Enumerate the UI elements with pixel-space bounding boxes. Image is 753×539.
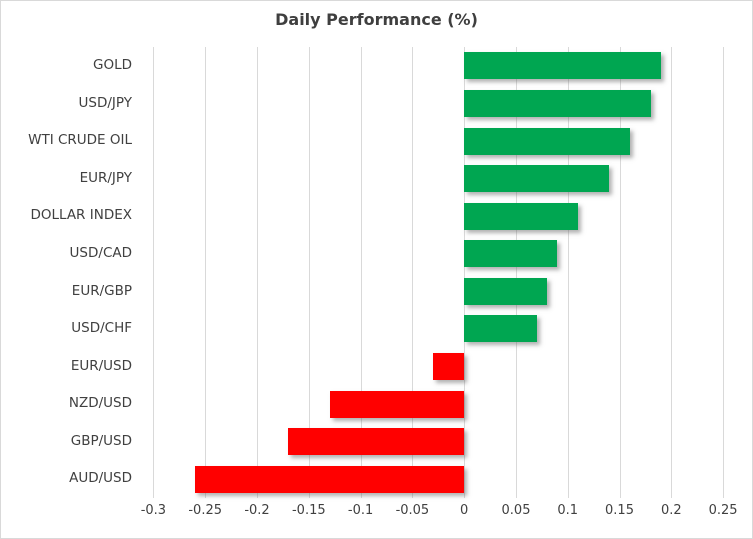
x-tick-label: 0.15 xyxy=(605,503,634,518)
x-tick-label: -0.1 xyxy=(347,503,374,518)
category-label: AUD/USD xyxy=(69,470,132,487)
category-label: USD/JPY xyxy=(78,94,132,111)
bar-eur-gbp xyxy=(464,277,548,305)
x-tick-label: -0.15 xyxy=(291,503,326,518)
bar-usd-jpy xyxy=(464,89,651,117)
bar-nzd-usd xyxy=(329,390,465,418)
category-label: USD/CHF xyxy=(71,320,132,337)
bar-aud-usd xyxy=(194,465,465,493)
x-axis: -0.3 -0.25 -0.2 -0.15 -0.1 -0.05 0 0.05 0.1 0.15 0… xyxy=(141,503,749,523)
bar-gold xyxy=(464,52,661,80)
bar-dollar-index xyxy=(464,202,579,230)
gridline xyxy=(619,47,621,498)
bar-eur-usd xyxy=(433,353,465,380)
bar-eur-jpy xyxy=(464,165,610,192)
gridline xyxy=(671,47,673,498)
gridline xyxy=(205,47,207,498)
x-tick-label: -0.05 xyxy=(395,503,430,518)
gridline xyxy=(412,47,414,498)
x-tick-label: 0.05 xyxy=(501,503,531,518)
chart-title: Daily Performance (%) xyxy=(275,10,478,29)
x-tick-label: -0.2 xyxy=(244,503,270,518)
category-label: EUR/JPY xyxy=(79,169,132,186)
gridline xyxy=(516,47,517,498)
bar-gbp-usd xyxy=(288,428,465,456)
gridline xyxy=(567,47,569,498)
gridline xyxy=(464,47,466,498)
gridline xyxy=(723,47,725,498)
gridline xyxy=(308,47,310,498)
category-label: NZD/USD xyxy=(68,395,132,412)
x-tick-label: 0 xyxy=(460,503,469,518)
x-tick-label: -0.25 xyxy=(188,503,223,518)
x-tick-label: -0.3 xyxy=(140,503,167,518)
x-tick-label: 0.1 xyxy=(557,503,579,518)
gridline xyxy=(153,47,155,498)
category-label: USD/CAD xyxy=(69,244,132,261)
gridline xyxy=(360,47,362,498)
x-tick-label: 0.25 xyxy=(708,503,738,518)
category-label: DOLLAR INDEX xyxy=(30,207,132,224)
x-tick-label: 0.2 xyxy=(660,503,682,518)
bar-usd-chf xyxy=(464,315,537,343)
bar-wti-crude-oil xyxy=(464,127,630,155)
category-label: EUR/USD xyxy=(70,357,132,374)
gridline xyxy=(257,47,258,498)
plot-area xyxy=(141,47,749,498)
category-label: EUR/GBP xyxy=(71,282,132,299)
category-label: WTI CRUDE OIL xyxy=(28,132,132,149)
category-label: GOLD xyxy=(92,57,132,73)
category-label: GBP/USD xyxy=(70,432,132,449)
bar-usd-cad xyxy=(464,240,558,268)
y-axis-labels: GOLD USD/JPY WTI CRUDE OIL EUR/JPY DOLLAR IN… xyxy=(1,47,132,498)
